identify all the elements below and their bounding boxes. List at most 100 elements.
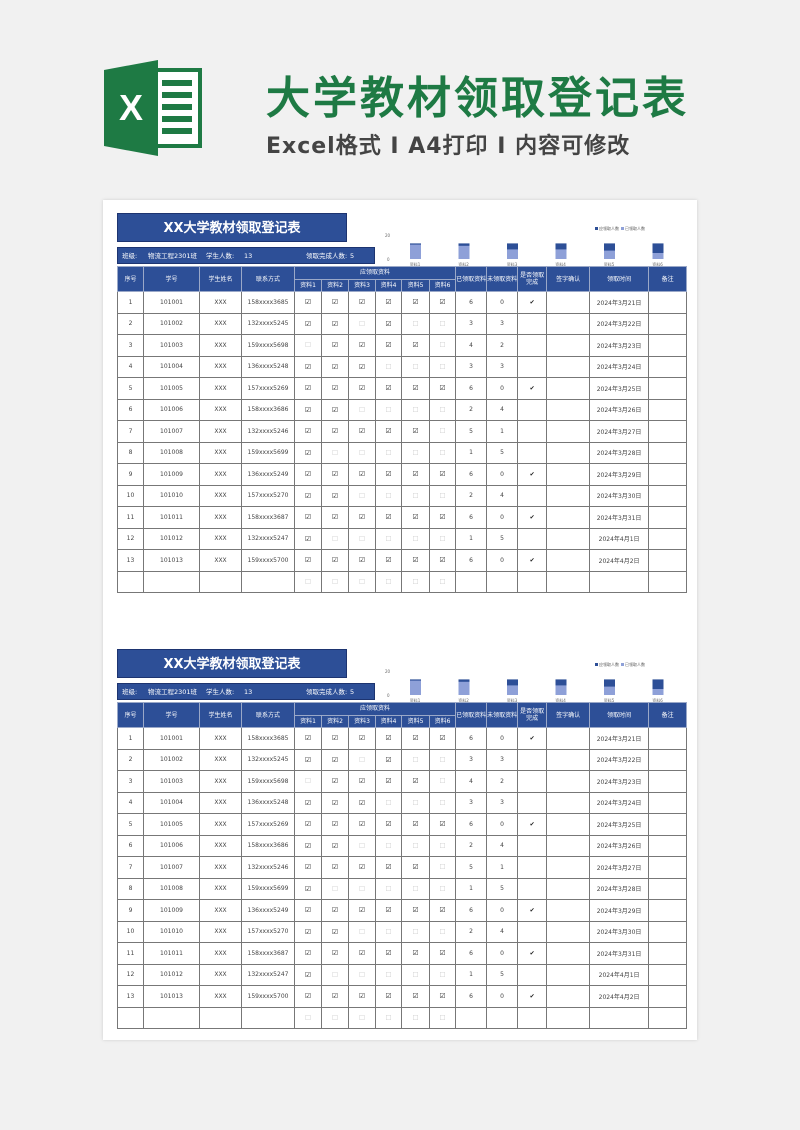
checkbox-checked[interactable]: ☑ bbox=[304, 949, 312, 958]
checkbox-checked[interactable]: ☑ bbox=[304, 734, 312, 743]
checkbox-checked[interactable]: ☑ bbox=[358, 992, 366, 1001]
checkbox-checked[interactable]: ☑ bbox=[331, 470, 339, 479]
checkbox-checked[interactable]: ☑ bbox=[385, 906, 392, 915]
cell-sign[interactable] bbox=[546, 942, 591, 965]
checkbox-checked[interactable]: ☑ bbox=[358, 777, 366, 786]
checkbox-checked[interactable]: ☑ bbox=[412, 992, 419, 1001]
checkbox-unchecked[interactable]: ☐ bbox=[439, 884, 446, 893]
checkbox-unchecked[interactable]: ☐ bbox=[385, 841, 392, 850]
checkbox-checked[interactable]: ☑ bbox=[331, 820, 339, 829]
checkbox-checked[interactable]: ☑ bbox=[304, 863, 312, 872]
checkbox-unchecked[interactable]: ☐ bbox=[358, 1013, 366, 1022]
checkbox-checked[interactable]: ☑ bbox=[331, 863, 339, 872]
checkbox-checked[interactable]: ☑ bbox=[304, 992, 312, 1001]
checkbox-checked[interactable]: ☑ bbox=[304, 820, 312, 829]
checkbox-checked[interactable]: ☑ bbox=[439, 992, 446, 1001]
checkbox-unchecked[interactable]: ☐ bbox=[412, 577, 419, 586]
checkbox-unchecked[interactable]: ☐ bbox=[412, 798, 419, 807]
checkbox-unchecked[interactable]: ☐ bbox=[358, 927, 366, 936]
checkbox-checked[interactable]: ☑ bbox=[385, 863, 392, 872]
checkbox-unchecked[interactable]: ☐ bbox=[385, 798, 392, 807]
checkbox-checked[interactable]: ☑ bbox=[304, 513, 312, 522]
cell-note[interactable] bbox=[648, 791, 688, 814]
cell-note[interactable] bbox=[648, 1006, 688, 1029]
checkbox-checked[interactable]: ☑ bbox=[412, 777, 419, 786]
cell-sign[interactable] bbox=[546, 312, 591, 335]
cell-sign[interactable] bbox=[546, 899, 591, 922]
cell-sign[interactable] bbox=[546, 549, 591, 572]
checkbox-unchecked[interactable]: ☐ bbox=[412, 534, 419, 543]
checkbox-checked[interactable]: ☑ bbox=[412, 906, 419, 915]
checkbox-checked[interactable]: ☑ bbox=[439, 949, 446, 958]
checkbox-unchecked[interactable]: ☐ bbox=[385, 927, 392, 936]
checkbox-checked[interactable]: ☑ bbox=[385, 384, 392, 393]
checkbox-checked[interactable]: ☑ bbox=[304, 448, 312, 457]
checkbox-checked[interactable]: ☑ bbox=[439, 470, 446, 479]
checkbox-checked[interactable]: ☑ bbox=[385, 341, 392, 350]
checkbox-unchecked[interactable]: ☐ bbox=[385, 448, 392, 457]
cell-sign[interactable] bbox=[546, 506, 591, 529]
checkbox-checked[interactable]: ☑ bbox=[358, 820, 366, 829]
cell-sign[interactable] bbox=[546, 420, 591, 443]
cell-note[interactable] bbox=[648, 727, 688, 750]
checkbox-checked[interactable]: ☑ bbox=[412, 556, 419, 565]
checkbox-unchecked[interactable]: ☐ bbox=[412, 927, 419, 936]
checkbox-checked[interactable]: ☑ bbox=[412, 734, 419, 743]
cell-sign[interactable] bbox=[546, 441, 591, 464]
checkbox-checked[interactable]: ☑ bbox=[412, 341, 419, 350]
checkbox-unchecked[interactable]: ☐ bbox=[439, 798, 446, 807]
cell-note[interactable] bbox=[648, 748, 688, 771]
checkbox-unchecked[interactable]: ☐ bbox=[412, 362, 419, 371]
cell-sign[interactable] bbox=[546, 355, 591, 378]
checkbox-unchecked[interactable]: ☐ bbox=[412, 1013, 419, 1022]
checkbox-checked[interactable]: ☑ bbox=[385, 470, 392, 479]
checkbox-checked[interactable]: ☑ bbox=[304, 491, 312, 500]
checkbox-checked[interactable]: ☑ bbox=[331, 319, 339, 328]
checkbox-checked[interactable]: ☑ bbox=[358, 362, 366, 371]
checkbox-checked[interactable]: ☑ bbox=[304, 298, 312, 307]
checkbox-checked[interactable]: ☑ bbox=[439, 556, 446, 565]
cell-sign[interactable] bbox=[546, 770, 591, 793]
checkbox-unchecked[interactable]: ☐ bbox=[385, 534, 392, 543]
checkbox-checked[interactable]: ☑ bbox=[385, 319, 392, 328]
cell-sign[interactable] bbox=[546, 920, 591, 943]
checkbox-unchecked[interactable]: ☐ bbox=[304, 341, 312, 350]
checkbox-checked[interactable]: ☑ bbox=[412, 384, 419, 393]
checkbox-unchecked[interactable]: ☐ bbox=[385, 884, 392, 893]
checkbox-checked[interactable]: ☑ bbox=[331, 491, 339, 500]
checkbox-checked[interactable]: ☑ bbox=[358, 734, 366, 743]
checkbox-checked[interactable]: ☑ bbox=[412, 820, 419, 829]
cell-note[interactable] bbox=[648, 377, 688, 400]
checkbox-checked[interactable]: ☑ bbox=[358, 384, 366, 393]
checkbox-unchecked[interactable]: ☐ bbox=[439, 319, 446, 328]
checkbox-checked[interactable]: ☑ bbox=[304, 884, 312, 893]
checkbox-unchecked[interactable]: ☐ bbox=[331, 970, 339, 979]
checkbox-checked[interactable]: ☑ bbox=[331, 341, 339, 350]
checkbox-checked[interactable]: ☑ bbox=[439, 298, 446, 307]
checkbox-checked[interactable]: ☑ bbox=[304, 841, 312, 850]
checkbox-unchecked[interactable]: ☐ bbox=[358, 491, 366, 500]
checkbox-checked[interactable]: ☑ bbox=[358, 556, 366, 565]
checkbox-checked[interactable]: ☑ bbox=[304, 534, 312, 543]
checkbox-unchecked[interactable]: ☐ bbox=[439, 863, 446, 872]
checkbox-unchecked[interactable]: ☐ bbox=[412, 755, 419, 764]
checkbox-unchecked[interactable]: ☐ bbox=[385, 1013, 392, 1022]
checkbox-checked[interactable]: ☑ bbox=[331, 427, 339, 436]
checkbox-unchecked[interactable]: ☐ bbox=[358, 970, 366, 979]
checkbox-unchecked[interactable]: ☐ bbox=[412, 841, 419, 850]
cell-sign[interactable] bbox=[546, 463, 591, 486]
checkbox-unchecked[interactable]: ☐ bbox=[439, 577, 446, 586]
checkbox-unchecked[interactable]: ☐ bbox=[439, 405, 446, 414]
checkbox-unchecked[interactable]: ☐ bbox=[331, 534, 339, 543]
checkbox-checked[interactable]: ☑ bbox=[358, 798, 366, 807]
checkbox-unchecked[interactable]: ☐ bbox=[439, 927, 446, 936]
cell-sign[interactable] bbox=[546, 484, 591, 507]
checkbox-checked[interactable]: ☑ bbox=[358, 341, 366, 350]
checkbox-checked[interactable]: ☑ bbox=[439, 820, 446, 829]
checkbox-checked[interactable]: ☑ bbox=[439, 384, 446, 393]
cell-note[interactable] bbox=[648, 813, 688, 836]
checkbox-unchecked[interactable]: ☐ bbox=[439, 448, 446, 457]
checkbox-checked[interactable]: ☑ bbox=[331, 992, 339, 1001]
checkbox-unchecked[interactable]: ☐ bbox=[439, 491, 446, 500]
checkbox-unchecked[interactable]: ☐ bbox=[331, 884, 339, 893]
